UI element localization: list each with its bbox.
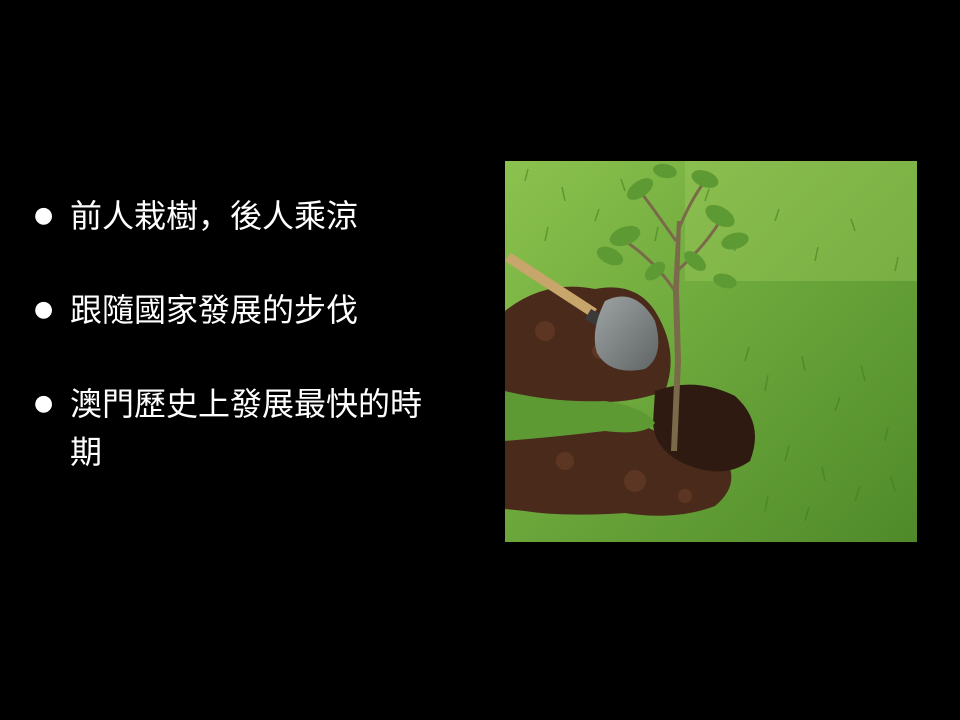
tree-leaves (596, 163, 749, 289)
bullet-marker: ● (34, 203, 54, 228)
bullet-marker: ● (34, 297, 54, 322)
shovel-handle (505, 253, 597, 317)
tree-planting-illustration (505, 161, 917, 542)
bullet-item: ● 前人栽樹，後人乘涼 (30, 192, 460, 240)
bullet-text: 跟隨國家發展的步伐 (70, 291, 359, 329)
bullet-text: 澳門歷史上發展最快的時期 (70, 385, 423, 471)
tree-planting-photo (505, 161, 917, 542)
bullet-marker: ● (34, 391, 54, 416)
shovel-blade (594, 296, 659, 371)
bullet-item: ● 澳門歷史上發展最快的時期 (30, 380, 460, 476)
grass-texture (524, 168, 899, 522)
tree-trunk (671, 221, 681, 451)
bullet-list: ● 前人栽樹，後人乘涼 ● 跟隨國家發展的步伐 ● 澳門歷史上發展最快的時期 (30, 192, 460, 522)
bullet-text: 前人栽樹，後人乘涼 (70, 197, 359, 235)
bullet-item: ● 跟隨國家發展的步伐 (30, 286, 460, 334)
grass-patch (505, 391, 655, 441)
